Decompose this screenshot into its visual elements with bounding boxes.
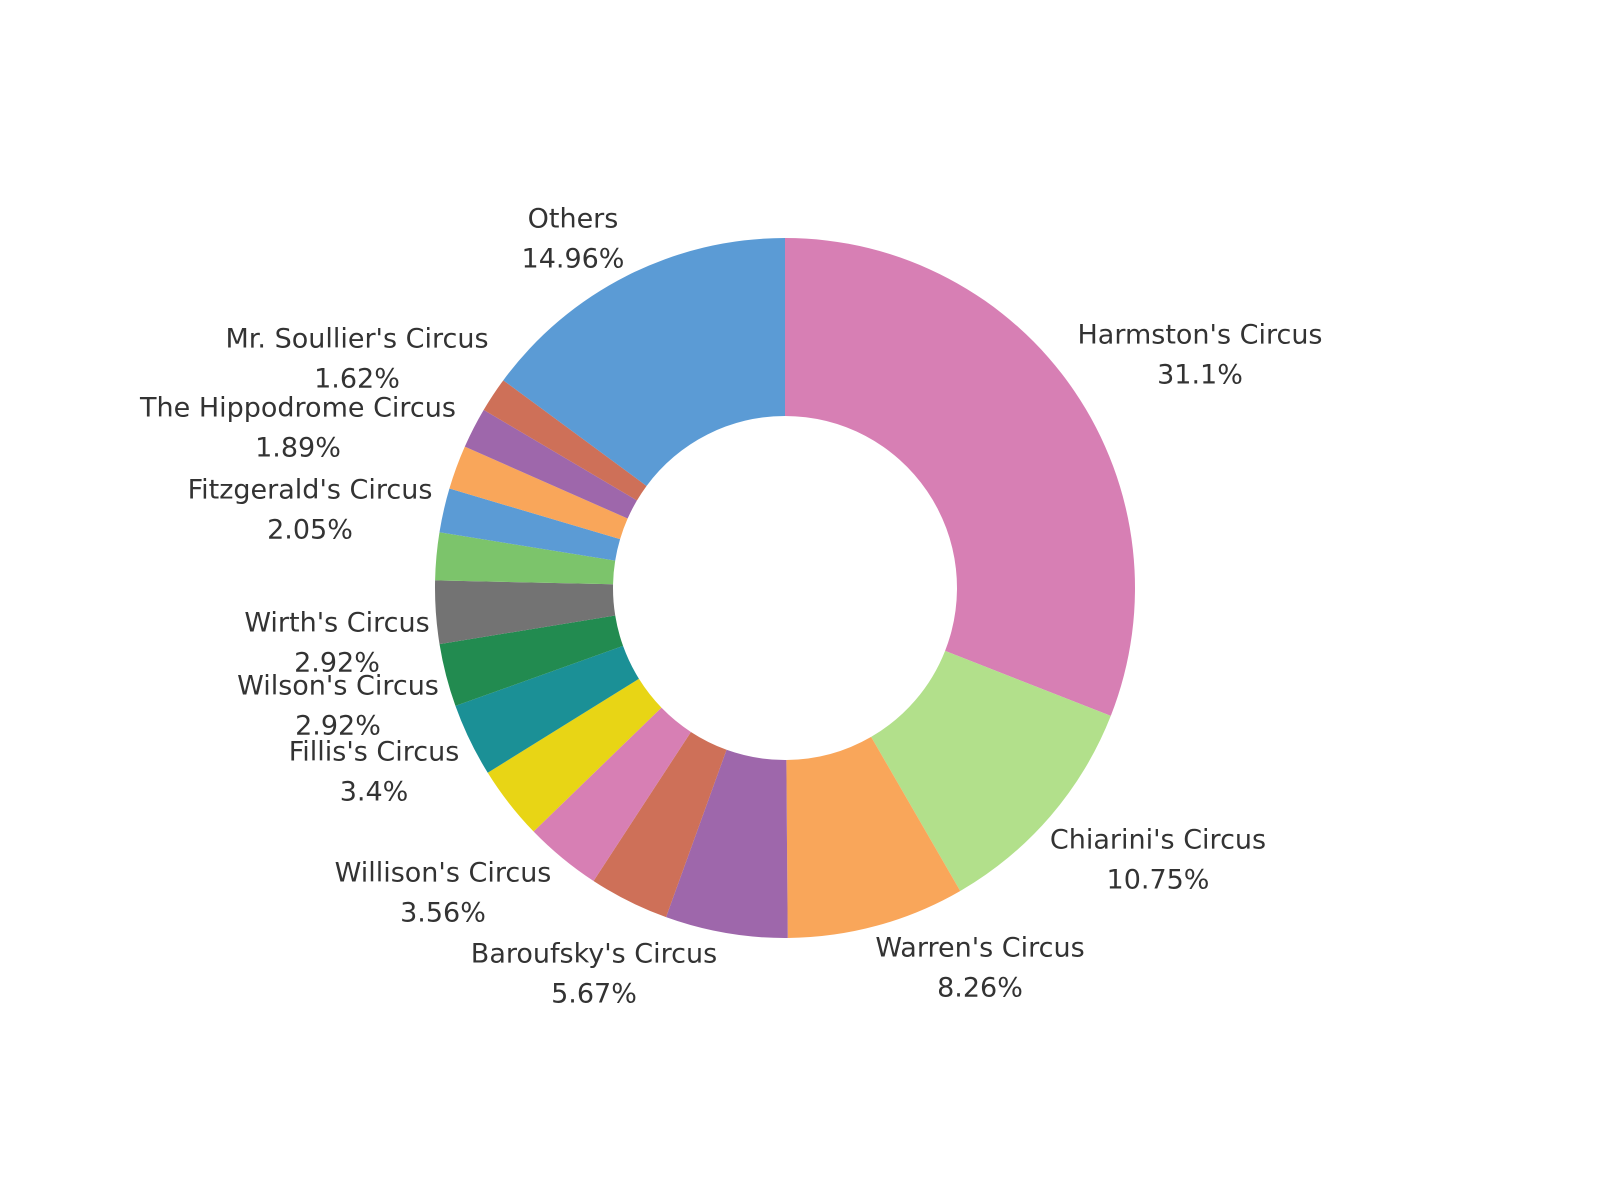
slice-label-0: Harmston's Circus [1077, 320, 1322, 351]
slice-label-14: Mr. Soullier's Circus [225, 324, 488, 355]
slice-9[interactable] [435, 580, 616, 645]
slice-11[interactable] [439, 488, 621, 561]
slice-labels: Harmston's Circus 31.1% Chiarini's Circus 1… [139, 204, 1322, 1010]
slice-4[interactable] [593, 731, 727, 918]
slice-0[interactable] [785, 238, 1135, 716]
slice-label-1: Chiarini's Circus [1050, 825, 1266, 856]
slice-value-label-11: 2.05% [267, 515, 353, 546]
slice-8[interactable] [439, 615, 624, 706]
slice-5[interactable] [533, 707, 691, 881]
slice-1[interactable] [871, 650, 1111, 891]
slice-12[interactable] [449, 446, 628, 540]
slice-6[interactable] [487, 678, 662, 832]
slice-label-8: Wilson's Circus [237, 671, 439, 702]
slice-value-label-9: 2.92% [294, 648, 380, 679]
slice-value-label-5: 3.56% [400, 898, 486, 929]
slice-label-9: Wirth's Circus [244, 608, 429, 639]
slice-value-label-7: 3.4% [340, 777, 409, 808]
slice-7[interactable] [455, 645, 639, 773]
slice-14[interactable] [483, 380, 647, 501]
slice-label-5: Willison's Circus [335, 858, 552, 889]
slice-value-label-2: 8.26% [937, 973, 1023, 1004]
slice-label-13: The Hippodrome Circus [139, 393, 456, 424]
slice-value-label-0: 31.1% [1157, 360, 1243, 391]
donut-slices [435, 238, 1135, 938]
slice-label-2: Warren's Circus [875, 933, 1084, 964]
slice-value-label-15: 14.96% [522, 244, 625, 275]
slice-label-7: Fillis's Circus [289, 737, 460, 768]
slice-label-15: Others [528, 204, 619, 235]
slice-value-label-14: 1.62% [314, 364, 400, 395]
slice-label-11: Fitzgerald's Circus [188, 475, 433, 506]
slice-2[interactable] [786, 736, 961, 938]
slice-value-label-13: 1.89% [255, 433, 341, 464]
slice-label-3: Baroufsky's Circus [471, 939, 717, 970]
slice-13[interactable] [464, 409, 637, 519]
slice-10[interactable] [435, 532, 616, 585]
slice-value-label-1: 10.75% [1107, 865, 1210, 896]
slice-3[interactable] [666, 749, 788, 938]
slice-15[interactable] [503, 238, 785, 486]
slice-value-label-8: 2.92% [295, 711, 381, 742]
slice-value-label-3: 5.67% [551, 979, 637, 1010]
